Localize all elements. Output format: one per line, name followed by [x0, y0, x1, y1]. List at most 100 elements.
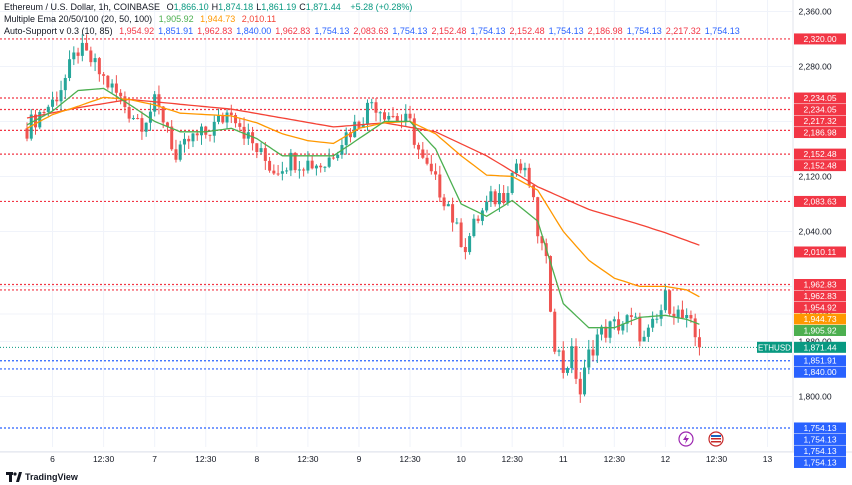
grid-lines — [0, 0, 792, 452]
price-label-box — [794, 127, 846, 139]
candle-down — [319, 165, 323, 168]
candle-down — [408, 113, 412, 119]
candle-down — [268, 160, 272, 171]
candle-up — [280, 171, 284, 174]
price-label-text: 1,754.13 — [803, 446, 836, 456]
candle-down — [412, 118, 416, 145]
candle-up — [676, 309, 680, 318]
candle-up — [621, 323, 625, 331]
candle-down — [238, 123, 242, 127]
candle-up — [148, 111, 152, 123]
candle-down — [459, 222, 463, 247]
candle-up — [336, 154, 340, 159]
candle-up — [297, 169, 301, 171]
candle-down — [97, 58, 101, 75]
y-tick-label: 2,360.00 — [798, 6, 831, 16]
candle-down — [348, 132, 352, 138]
y-tick-label: 1,880.00 — [798, 336, 831, 346]
legend-ema-row[interactable]: Multiple Ema 20/50/100 (20, 50, 100) 1,9… — [4, 13, 280, 25]
price-label-text: 1,954.92 — [803, 302, 836, 312]
flag-stripe — [711, 438, 721, 440]
price-label-text: 2,152.48 — [803, 149, 836, 159]
price-label-box — [794, 246, 846, 258]
candle-down — [561, 350, 565, 373]
x-tick-label: 8 — [254, 454, 259, 464]
candle-up — [489, 191, 493, 202]
flash-glyph — [683, 434, 689, 444]
price-label-box — [794, 148, 846, 160]
price-label-text: 1,905.92 — [803, 325, 836, 335]
candle-down — [434, 171, 438, 175]
price-label-box — [794, 422, 846, 434]
x-tick-label: 6 — [50, 454, 55, 464]
candle-down — [536, 197, 540, 237]
candle-up — [344, 132, 348, 146]
candle-up — [314, 165, 318, 169]
support-value: 1,754.13 — [314, 26, 350, 36]
candle-down — [578, 378, 582, 395]
candle-up — [659, 310, 663, 319]
candle-down — [527, 167, 531, 186]
candlesticks — [25, 34, 701, 403]
x-tick-label: 12:30 — [93, 454, 115, 464]
price-label-text: 2,217.32 — [803, 116, 836, 126]
candle-up — [110, 83, 114, 88]
y-tick-label: 2,280.00 — [798, 61, 831, 71]
candle-up — [523, 167, 527, 171]
ohlc-values: O1,866.10 H1,874.18 L1,861.19 C1,871.44 — [167, 2, 344, 12]
candle-up — [63, 77, 67, 91]
candle-down — [165, 122, 169, 127]
candle-up — [131, 118, 135, 120]
candle-down — [76, 52, 80, 56]
candle-down — [493, 191, 497, 205]
y-tick-label: 2,120.00 — [798, 171, 831, 181]
ema-indicator-label: Multiple Ema 20/50/100 (20, 50, 100) — [4, 14, 153, 24]
candle-down — [276, 173, 280, 175]
ema100-line — [26, 98, 700, 246]
price-label-text: 1,962.83 — [803, 291, 836, 301]
ohlc-c: C1,871.44 — [299, 2, 341, 12]
candle-down — [629, 315, 633, 317]
candle-down — [425, 157, 429, 164]
candle-up — [663, 290, 667, 311]
candle-up — [93, 58, 97, 63]
price-label-box — [794, 341, 846, 353]
candle-up — [59, 90, 63, 102]
support-value: 1,962.83 — [275, 26, 311, 36]
change-value: +5.28 (+0.28%) — [350, 2, 413, 12]
support-value: 1,754.13 — [470, 26, 506, 36]
candle-up — [685, 315, 689, 319]
price-label-box — [794, 456, 846, 468]
flag-stripe — [711, 441, 721, 443]
candle-up — [361, 123, 365, 128]
candle-down — [502, 193, 506, 203]
price-label-box — [794, 324, 846, 336]
candle-up — [634, 316, 638, 318]
candle-down — [680, 309, 684, 319]
candle-down — [187, 138, 191, 142]
legend-support-row[interactable]: Auto-Support v 0.3 (10, 85) 1,954.92 1,85… — [4, 25, 748, 37]
candle-down — [519, 163, 523, 171]
ema50-value: 1,944.73 — [200, 14, 236, 24]
ema50-line — [26, 96, 700, 298]
candle-down — [272, 170, 276, 174]
candle-up — [510, 173, 514, 193]
candle-up — [191, 133, 195, 142]
candle-up — [404, 113, 408, 122]
ohlc-val: 1,871.44 — [305, 2, 341, 12]
candle-up — [182, 138, 186, 145]
candle-up — [68, 59, 72, 78]
candle-up — [370, 102, 374, 104]
candle-up — [289, 152, 293, 171]
event-icons[interactable] — [678, 431, 724, 447]
candle-down — [85, 42, 89, 51]
candle-down — [102, 74, 106, 76]
candle-down — [553, 311, 557, 352]
price-label-box — [794, 366, 846, 378]
tradingview-wordmark: TradingView — [25, 472, 78, 482]
tradingview-logo[interactable]: TradingView — [6, 472, 78, 482]
candle-up — [497, 193, 501, 205]
candle-down — [591, 349, 595, 356]
price-label-box — [794, 290, 846, 302]
